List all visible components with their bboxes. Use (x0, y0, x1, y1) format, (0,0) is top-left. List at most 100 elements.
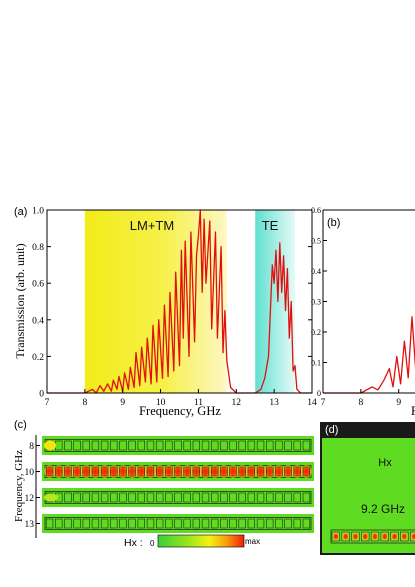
y-tick-label-a: 0.8 (32, 243, 44, 253)
y-tick-label-a: 0 (39, 390, 44, 400)
resonator-cell (192, 492, 201, 503)
resonator-cell (155, 518, 164, 529)
hotspot (190, 464, 203, 479)
y-tick-label-b: 0.5 (311, 237, 321, 246)
panel-c: (c) Frequency, GHz 8 10 12 13 Hx : 0 max (13, 419, 314, 549)
x-tick-label-a: 10 (156, 398, 166, 408)
resonator-cell (73, 492, 81, 503)
resonator-cell (128, 518, 136, 529)
resonator-cell (211, 492, 219, 503)
resonator-cell (146, 440, 155, 451)
hotspot (282, 464, 294, 479)
resonator-cell (302, 466, 311, 477)
hotspot (153, 464, 166, 479)
resonator-cell-d (400, 531, 409, 542)
resonator-cell (174, 440, 182, 451)
resonator-cell (137, 518, 145, 529)
resonator-cell (220, 518, 228, 529)
resonator-cell (238, 466, 246, 477)
resonator-cell (119, 492, 127, 503)
resonator-cell (293, 492, 301, 503)
waveguide-outline (44, 517, 312, 530)
resonator-cell (238, 440, 246, 451)
resonator-cell (82, 440, 90, 451)
hotspot-d (410, 532, 415, 541)
resonator-cell (201, 518, 210, 529)
resonator-cell (302, 518, 311, 529)
panel-d: (d) Hx 9.2 GHz (320, 422, 415, 555)
resonator-cell (82, 466, 90, 477)
hotspot (300, 464, 313, 479)
resonator-cell (165, 492, 173, 503)
resonator-cell (284, 466, 292, 477)
resonator-cell (220, 492, 228, 503)
resonator-cell (192, 440, 201, 451)
y-tick-label-b: 0 (317, 389, 321, 398)
ticks-b: 0.6 0.5 0.4 0.3 0.2 0.1 07 8 9 (311, 206, 401, 408)
resonator-cell (73, 440, 81, 451)
resonator-cell (82, 518, 90, 529)
resonator-cell (247, 466, 256, 477)
band-te (255, 210, 295, 393)
resonator-cell (183, 440, 191, 451)
hotspot-d (332, 532, 340, 541)
resonator-cell (128, 492, 136, 503)
field-strip-row (42, 436, 314, 455)
resonator-cell (91, 492, 100, 503)
resonator-cell (137, 440, 145, 451)
row-label-c: 8 (29, 442, 34, 452)
resonator-cell (146, 492, 155, 503)
y-axis-label-a: Transmission (arb. unit) (13, 243, 27, 358)
resonator-cell (137, 466, 145, 477)
hotspot (273, 464, 285, 479)
resonator-cell (110, 466, 118, 477)
resonator-cell (220, 440, 228, 451)
resonator-cell (100, 518, 109, 529)
x-tick-label-a: 12 (232, 398, 242, 408)
x-tick-label-b: 7 (321, 398, 326, 408)
panel-label-a: (a) (14, 206, 27, 218)
hotspot (53, 464, 65, 479)
resonator-cell (238, 492, 246, 503)
hotspot-d (371, 532, 379, 541)
resonator-cell (256, 518, 265, 529)
x-ticks-a: 7 8 9 10 11 12 13 14 (45, 389, 317, 408)
field-strips-c: 8 10 12 13 (25, 436, 314, 533)
hotspot-d (352, 532, 359, 541)
y-tick-label-b: 0.4 (311, 267, 321, 276)
x-tick-label-a: 14 (307, 398, 317, 408)
resonator-cell (100, 440, 109, 451)
resonator-cell-d (361, 531, 370, 542)
colorbar-min-label: 0 (150, 539, 155, 548)
plot-frame-a (46, 209, 313, 394)
resonator-cell (229, 492, 237, 503)
panel-label-b: (b) (327, 217, 340, 229)
hotspot (254, 464, 267, 479)
resonator-cell (275, 440, 283, 451)
panel-label-c: (c) (14, 419, 27, 431)
resonator-cell-d (351, 531, 360, 542)
resonator-cell (211, 440, 219, 451)
resonator-cell (119, 466, 127, 477)
resonator-cell (64, 466, 72, 477)
y-tick-label-a: 0.2 (32, 353, 44, 363)
series-line-b (323, 316, 415, 394)
hotspot (98, 464, 111, 479)
resonator-cell (238, 518, 246, 529)
resonator-cell (284, 492, 292, 503)
resonator-cell (55, 466, 63, 477)
hotspot (71, 464, 83, 479)
resonator-cell (192, 466, 201, 477)
resonator-cell (284, 518, 292, 529)
resonator-cell (247, 492, 256, 503)
x-tick-label-b: 8 (358, 398, 363, 408)
resonator-cell (100, 492, 109, 503)
hotspot-d (391, 532, 398, 541)
hotspot (89, 464, 102, 479)
resonator-cell (266, 518, 274, 529)
resonator-cell (100, 466, 109, 477)
x-tick-label-a: 7 (45, 398, 50, 408)
hotspot (227, 464, 239, 479)
hotspot (117, 464, 129, 479)
